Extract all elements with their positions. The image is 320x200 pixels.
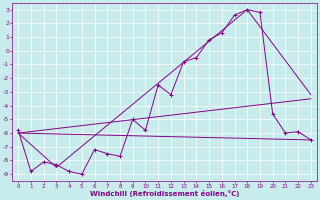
X-axis label: Windchill (Refroidissement éolien,°C): Windchill (Refroidissement éolien,°C): [90, 190, 239, 197]
